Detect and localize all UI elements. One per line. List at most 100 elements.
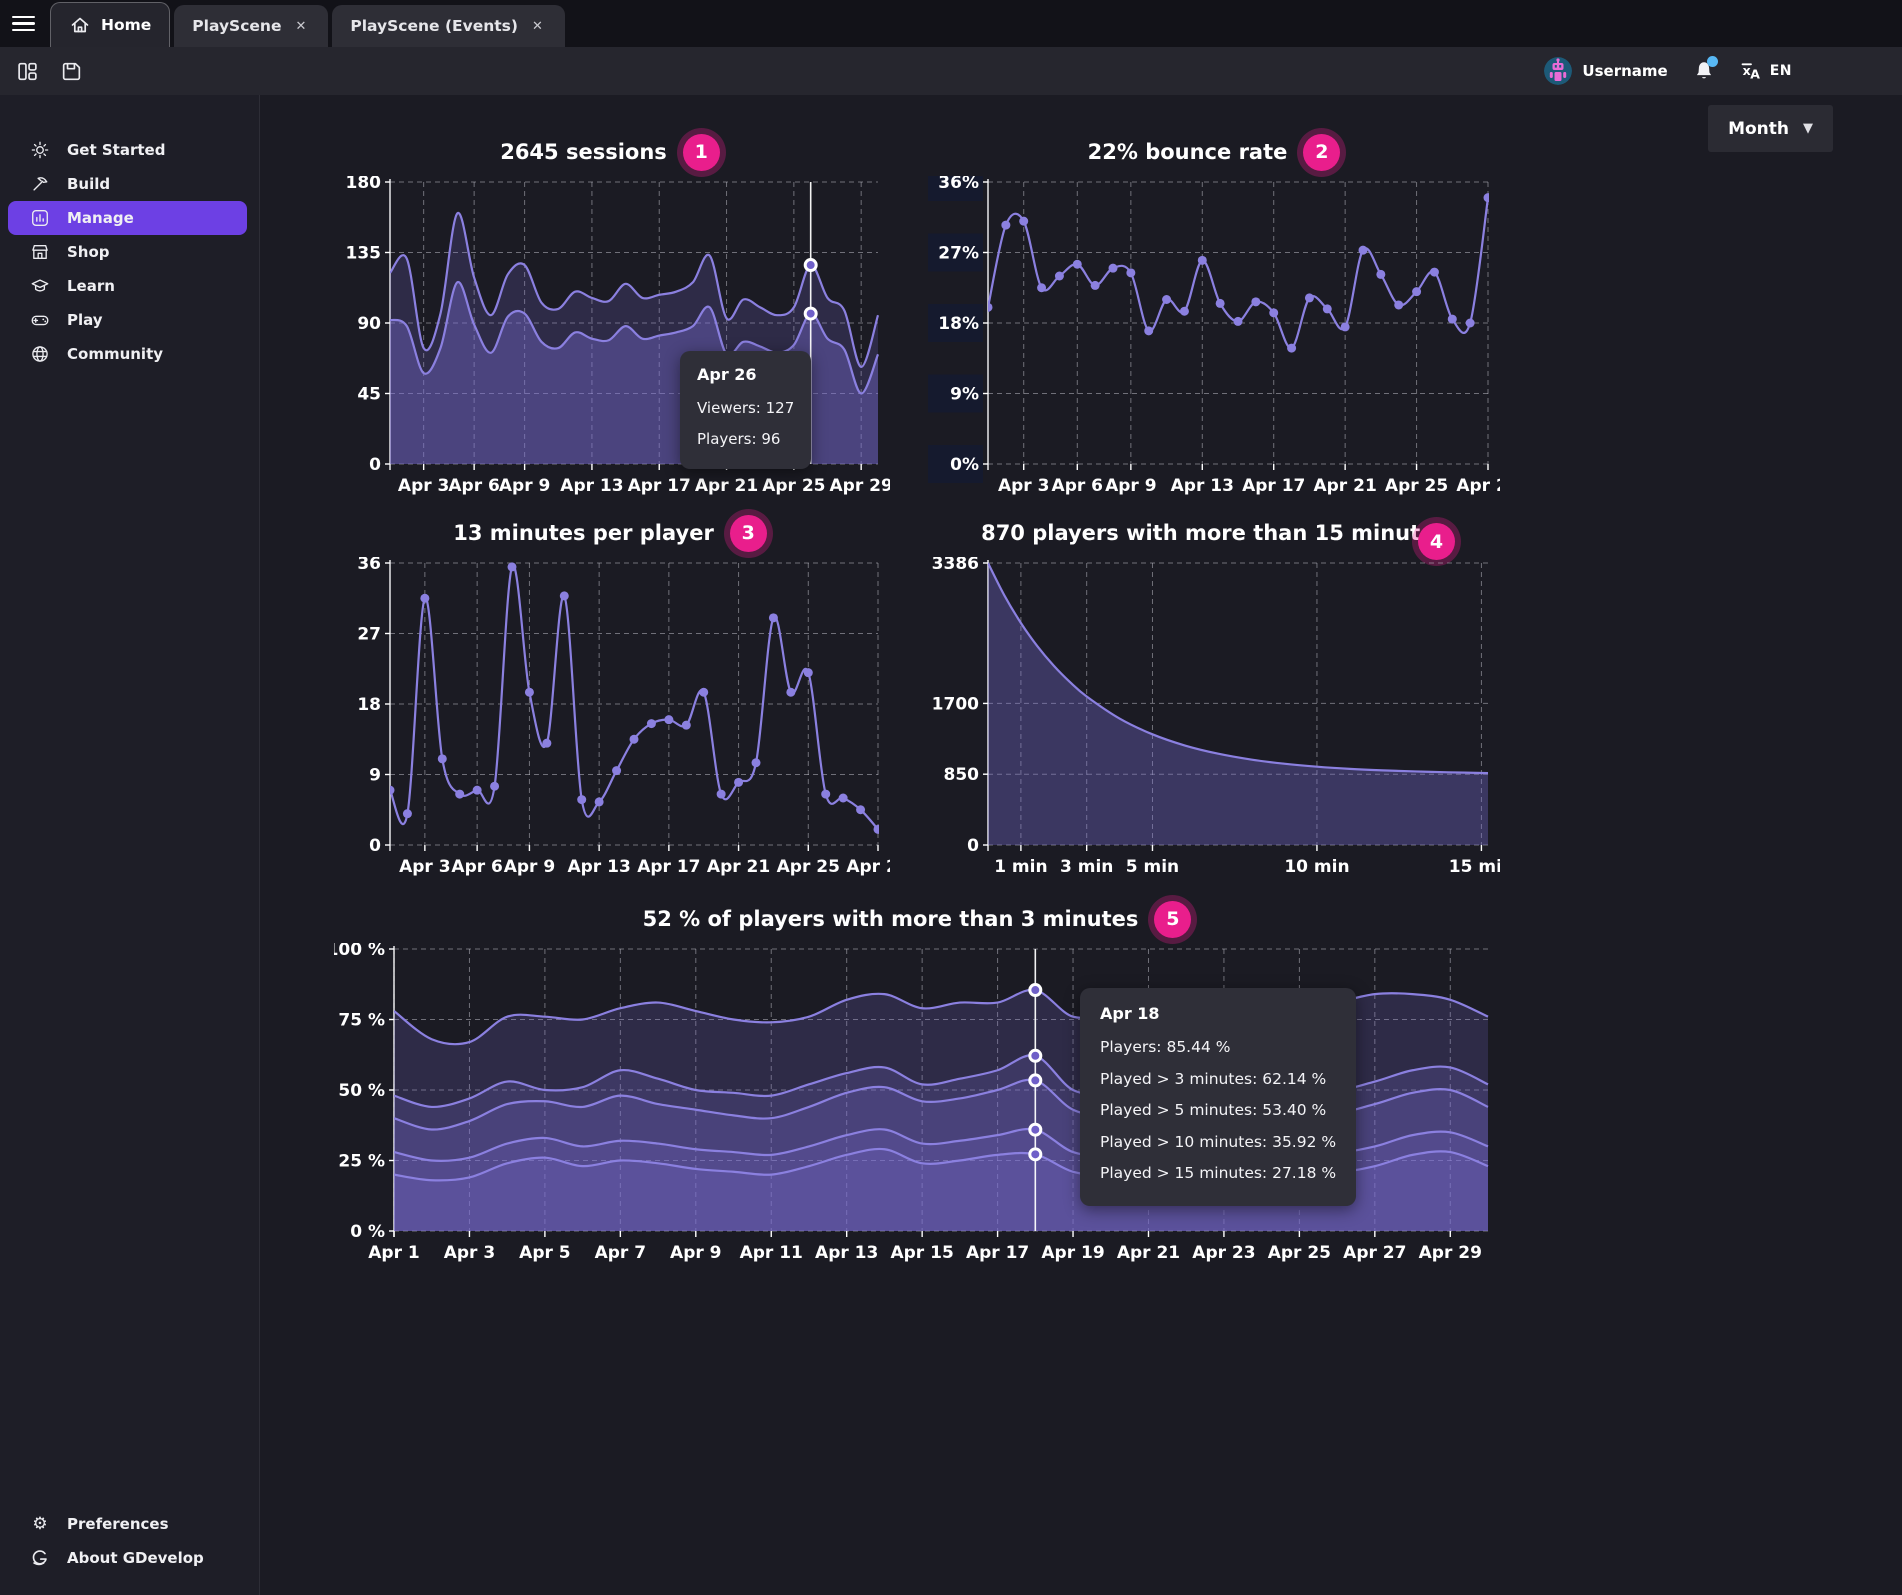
svg-text:18: 18 [357, 695, 381, 715]
sidebar-item-label: Preferences [67, 1515, 169, 1533]
svg-text:Apr 6: Apr 6 [448, 476, 499, 496]
svg-text:Apr 9: Apr 9 [504, 857, 555, 877]
gdevelop-logo-icon [30, 1548, 50, 1568]
svg-text:Apr 3: Apr 3 [399, 857, 450, 877]
svg-text:27%: 27% [938, 244, 979, 264]
tab-bar: Home PlayScene ✕ PlayScene (Events) ✕ [0, 0, 1902, 47]
svg-text:18%: 18% [938, 314, 979, 334]
svg-text:Apr 9: Apr 9 [499, 476, 550, 496]
user-account-button[interactable]: Username [1544, 57, 1668, 85]
tooltip-line: Players: 96 [697, 430, 781, 448]
svg-text:Apr 3: Apr 3 [998, 476, 1049, 496]
layout-panels-icon[interactable] [10, 54, 44, 88]
graduation-cap-icon [30, 276, 50, 296]
svg-text:Apr 21: Apr 21 [695, 476, 758, 496]
retention-duration-plot[interactable]: 3386 1700 850 0 1 min 3 min 5 min 10 min 15 min [928, 557, 1500, 881]
sidebar-item-get-started[interactable]: Get Started [8, 133, 247, 167]
chart-tooltip: Apr 18 Players: 85.44 % Played > 3 minut… [1080, 988, 1357, 1206]
svg-text:Apr 6: Apr 6 [1052, 476, 1103, 496]
svg-text:Apr 29: Apr 29 [830, 476, 890, 496]
chevron-down-icon: ▼ [1803, 121, 1813, 136]
retention-duration-chart: 870 players with more than 15 minutes 4 … [928, 509, 1500, 881]
gear-icon: ⚙ [32, 1514, 48, 1534]
svg-text:Apr 17: Apr 17 [1242, 476, 1305, 496]
avatar [1544, 57, 1573, 85]
notification-dot [1706, 56, 1718, 67]
tab-playscene-events[interactable]: PlayScene (Events) ✕ [332, 5, 565, 47]
sidebar-item-about[interactable]: About GDevelop [8, 1541, 247, 1575]
sidebar: Get Started Build Manage Shop Learn [0, 95, 260, 1595]
bell-icon [1696, 62, 1711, 79]
chart-title: 13 minutes per player [453, 521, 714, 545]
toolbar: Username x A EN [0, 47, 1902, 95]
sidebar-item-label: Get Started [67, 141, 166, 159]
svg-text:100 %: 100 % [334, 943, 385, 960]
bounce-rate-plot[interactable]: 36% 27% 18% 9% 0% Apr 3 Apr 6 Apr 9 Apr 13 Apr 17… [928, 176, 1500, 500]
sidebar-item-learn[interactable]: Learn [8, 269, 247, 303]
sidebar-item-label: About GDevelop [67, 1549, 204, 1567]
svg-text:36: 36 [357, 557, 381, 574]
sidebar-item-community[interactable]: Community [8, 337, 247, 371]
svg-text:Apr 3: Apr 3 [398, 476, 449, 496]
svg-text:0%: 0% [950, 455, 979, 475]
storefront-icon [30, 242, 50, 262]
svg-text:A: A [1750, 67, 1760, 82]
sidebar-item-label: Community [67, 345, 164, 363]
svg-text:Apr 1: Apr 1 [368, 1243, 419, 1263]
sidebar-item-shop[interactable]: Shop [8, 235, 247, 269]
svg-text:180: 180 [346, 176, 382, 193]
svg-text:27: 27 [357, 625, 381, 645]
tooltip-line: Played > 10 minutes: 35.92 % [1100, 1132, 1337, 1151]
svg-text:5 min: 5 min [1126, 857, 1179, 877]
svg-text:Apr 23: Apr 23 [1192, 1243, 1255, 1263]
svg-text:Apr 13: Apr 13 [567, 857, 630, 877]
svg-text:50 %: 50 % [338, 1081, 385, 1101]
period-dropdown[interactable]: Month ▼ [1708, 105, 1833, 152]
tooltip-line: Played > 5 minutes: 53.40 % [1100, 1101, 1327, 1119]
sidebar-item-build[interactable]: Build [8, 167, 247, 201]
chart-title: 870 players with more than 15 minutes [981, 521, 1447, 545]
language-selector[interactable]: x A EN [1740, 60, 1792, 82]
svg-text:3386: 3386 [932, 557, 979, 574]
svg-text:90: 90 [357, 314, 381, 334]
save-icon[interactable] [54, 54, 88, 88]
minutes-per-player-plot[interactable]: 36 27 18 9 0 Apr 3 Apr 6 Apr 9 Apr 13 Apr 17 Apr 2… [330, 557, 890, 881]
svg-text:Apr 3: Apr 3 [444, 1243, 495, 1263]
step-badge: 2 [1303, 133, 1341, 171]
svg-text:Apr 17: Apr 17 [637, 857, 700, 877]
chart-title: 52 % of players with more than 3 minutes [642, 907, 1139, 931]
pickaxe-icon [30, 174, 50, 194]
notifications-button[interactable] [1690, 56, 1718, 85]
svg-text:x: x [1742, 63, 1750, 78]
svg-text:36%: 36% [938, 176, 979, 193]
svg-text:Apr 29: Apr 29 [1456, 476, 1500, 496]
svg-text:Apr 17: Apr 17 [628, 476, 691, 496]
svg-text:Apr 25: Apr 25 [777, 857, 840, 877]
svg-text:75 %: 75 % [338, 1011, 385, 1031]
step-badge: 5 [1154, 900, 1192, 938]
sidebar-item-label: Learn [67, 277, 115, 295]
svg-text:Apr 5: Apr 5 [519, 1243, 570, 1263]
sidebar-item-play[interactable]: Play [8, 303, 247, 337]
hamburger-menu-icon[interactable] [0, 0, 46, 47]
sidebar-item-manage[interactable]: Manage [8, 201, 247, 235]
tab-playscene[interactable]: PlayScene ✕ [174, 5, 329, 47]
svg-text:10 min: 10 min [1284, 857, 1349, 877]
chart-title: 2645 sessions [500, 140, 667, 164]
minutes-per-player-chart: 13 minutes per player 3 36 27 18 9 0 Apr 3 Apr… [330, 509, 890, 881]
tooltip-date: Apr 18 [1100, 1004, 1160, 1023]
svg-text:25 %: 25 % [338, 1152, 385, 1172]
tooltip-line: Played > 15 minutes: 27.18 % [1100, 1164, 1337, 1182]
sidebar-item-label: Build [67, 175, 111, 193]
chart-tooltip: Apr 26 Viewers: 127 Players: 96 [680, 351, 812, 469]
chart-title: 22% bounce rate [1087, 140, 1288, 164]
sidebar-item-label: Shop [67, 243, 110, 261]
close-icon[interactable]: ✕ [295, 18, 307, 34]
svg-text:Apr 13: Apr 13 [1171, 476, 1234, 496]
svg-text:0 %: 0 % [350, 1222, 385, 1242]
close-icon[interactable]: ✕ [531, 18, 543, 34]
tab-label: PlayScene [192, 17, 282, 35]
tab-home[interactable]: Home [50, 2, 171, 47]
svg-text:9%: 9% [950, 385, 979, 405]
sidebar-item-preferences[interactable]: ⚙ Preferences [8, 1507, 247, 1541]
